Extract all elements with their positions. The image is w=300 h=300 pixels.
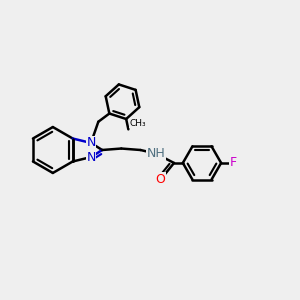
Text: O: O (155, 173, 165, 186)
Text: F: F (230, 157, 237, 169)
Text: N: N (86, 136, 96, 149)
Text: NH: NH (146, 147, 165, 160)
Text: N: N (86, 151, 96, 164)
Text: CH₃: CH₃ (129, 119, 146, 128)
